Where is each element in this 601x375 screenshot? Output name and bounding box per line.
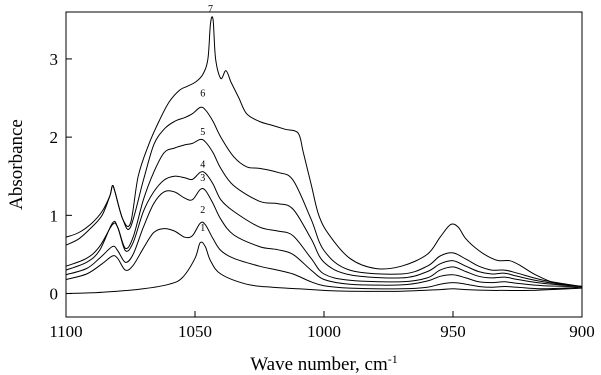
curve-label-6: 6 xyxy=(200,88,205,99)
spectrum-curve-5 xyxy=(65,138,583,287)
x-axis-title-text: Wave number, cm xyxy=(250,354,388,375)
y-tick-label: 2 xyxy=(50,128,59,147)
axis-ticks: 1100 1050 1000 950 900 0 1 2 3 xyxy=(49,50,594,341)
curve-label-3: 3 xyxy=(200,173,205,184)
spectrum-curve-6 xyxy=(65,106,583,287)
curve-label-1: 1 xyxy=(200,223,205,234)
curve-label-5: 5 xyxy=(200,127,205,138)
spectrum-curve-1 xyxy=(65,241,583,294)
x-tick-label: 1100 xyxy=(49,322,82,341)
curve-label-7: 7 xyxy=(208,4,213,15)
x-tick-label: 950 xyxy=(440,322,466,341)
y-tick-label: 0 xyxy=(50,285,59,304)
spectrum-curve-7 xyxy=(65,16,583,287)
x-tick-label: 900 xyxy=(569,322,595,341)
x-axis-title-superscript: -1 xyxy=(388,352,398,366)
spectrum-curve-2 xyxy=(65,221,583,290)
curve-label-2: 2 xyxy=(200,205,205,216)
x-tick-label: 1000 xyxy=(307,322,341,341)
curve-label-4: 4 xyxy=(200,160,205,171)
spectrum-curve-4 xyxy=(65,171,583,287)
x-axis-title: Wave number, cm-1 xyxy=(250,352,398,375)
plot-frame xyxy=(65,11,583,318)
x-tick-label: 1050 xyxy=(178,322,212,341)
y-tick-label: 3 xyxy=(50,50,59,69)
spectrum-curve-3 xyxy=(65,187,583,287)
curves xyxy=(65,16,583,294)
curve-labels: 1 2 3 4 5 6 7 xyxy=(200,4,213,234)
y-axis-title: Absorbance xyxy=(6,119,27,210)
y-tick-label: 1 xyxy=(50,206,59,225)
